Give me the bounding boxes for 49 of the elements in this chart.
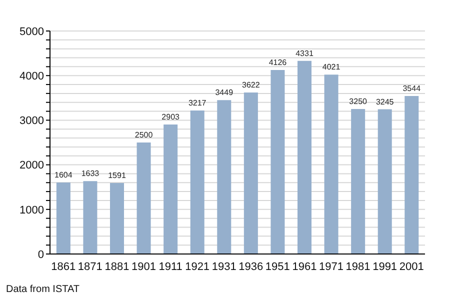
data-label: 3245 bbox=[376, 97, 394, 106]
bar bbox=[217, 100, 232, 254]
text: Data from ISTAT bbox=[6, 284, 80, 295]
data-label: 3449 bbox=[215, 88, 234, 98]
bar bbox=[136, 142, 151, 254]
y-tick-label: 0 bbox=[38, 248, 44, 261]
bar bbox=[190, 110, 204, 254]
y-tick-label: 3000 bbox=[20, 115, 44, 128]
data-label: 2500 bbox=[134, 130, 154, 140]
y-tick-label: 2000 bbox=[20, 160, 44, 172]
data-label: 3544 bbox=[402, 84, 422, 93]
bar bbox=[270, 70, 285, 254]
x-tick-label: 1861 bbox=[51, 260, 76, 273]
data-label: 4021 bbox=[322, 62, 341, 72]
bar bbox=[378, 109, 392, 254]
x-tick-label: 1971 bbox=[319, 260, 344, 273]
data-label: 3622 bbox=[242, 80, 260, 90]
data-label: 3250 bbox=[349, 97, 368, 106]
bar bbox=[83, 181, 98, 254]
data-label: 2903 bbox=[162, 112, 180, 122]
bar bbox=[298, 60, 312, 254]
bar bbox=[324, 74, 338, 254]
data-label: 4331 bbox=[296, 48, 314, 58]
bar bbox=[244, 92, 258, 254]
y-tick-label: 4000 bbox=[20, 70, 44, 83]
y-tick-label: 5000 bbox=[20, 26, 44, 38]
x-tick-label: 1951 bbox=[265, 260, 290, 273]
data-label: 1591 bbox=[108, 171, 126, 180]
x-tick-label: 1981 bbox=[346, 260, 370, 273]
data-label: 4126 bbox=[268, 58, 288, 67]
data-label: 1633 bbox=[81, 169, 100, 178]
data-label: 3217 bbox=[188, 98, 207, 108]
x-tick-label: 1911 bbox=[158, 260, 182, 273]
bar bbox=[404, 96, 419, 254]
x-tick-label: 1921 bbox=[185, 260, 210, 273]
x-tick-label: 2001 bbox=[399, 260, 424, 273]
bar bbox=[56, 182, 70, 254]
data-label: 1604 bbox=[54, 170, 73, 180]
x-tick-label: 1961 bbox=[292, 260, 317, 273]
x-tick-label: 1901 bbox=[132, 260, 156, 273]
x-tick-label: 1991 bbox=[372, 260, 398, 273]
bar bbox=[110, 183, 124, 254]
bar bbox=[351, 109, 366, 254]
y-tick-label: 1000 bbox=[20, 204, 44, 216]
x-tick-label: 1936 bbox=[238, 260, 264, 273]
x-tick-label: 1881 bbox=[104, 260, 130, 273]
x-tick-label: 1931 bbox=[212, 260, 236, 273]
bar bbox=[164, 124, 178, 254]
x-tick-label: 1871 bbox=[78, 260, 102, 273]
